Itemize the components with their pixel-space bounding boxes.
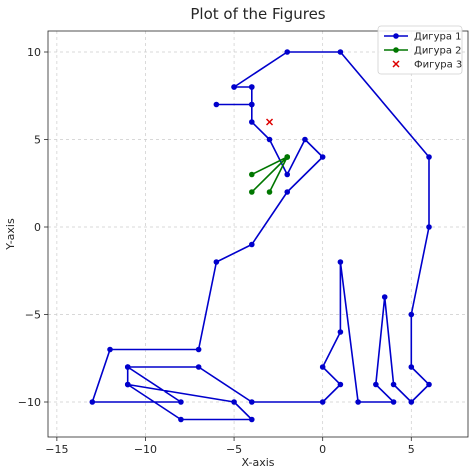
series-1-point	[178, 399, 184, 405]
x-tick-label: 5	[408, 443, 415, 456]
x-ticks: −15 −10 −5 0 5	[45, 437, 415, 456]
x-axis-label: X-axis	[242, 456, 275, 469]
series-1-point	[248, 101, 255, 108]
series-3-point	[265, 118, 274, 126]
series-2-point	[248, 189, 255, 195]
series-1-point	[337, 329, 344, 335]
series-1-point	[195, 346, 202, 353]
series-1-point	[284, 49, 291, 55]
series-1-point	[408, 364, 415, 370]
series-1-point	[124, 364, 131, 370]
series-1-line	[91, 51, 430, 421]
series-1-point	[337, 259, 344, 265]
series-3	[265, 118, 274, 126]
series-1-point	[355, 399, 361, 405]
x-tick-label: 0	[319, 443, 326, 456]
chart-title: Plot of the Figures	[190, 5, 325, 23]
plot-frame	[47, 30, 469, 438]
y-tick-label: 5	[34, 134, 41, 147]
x-tick-label: −10	[134, 443, 157, 456]
legend-label: Дигура 2	[414, 46, 462, 57]
series-1-point	[231, 84, 237, 90]
series-1-point	[337, 49, 344, 55]
legend-item: Фигура 3	[392, 60, 462, 71]
series-1-point	[319, 364, 326, 370]
series-2-point	[284, 154, 291, 160]
series-1-point	[373, 381, 379, 388]
legend-item: Дигура 2	[384, 46, 462, 57]
x-tick-label: −15	[45, 443, 68, 456]
series-1-point	[248, 399, 255, 405]
series-1-point	[213, 259, 220, 265]
series-1-point	[178, 416, 184, 423]
series-layer	[89, 49, 432, 423]
series-1-point	[231, 399, 237, 405]
legend-item: Дигура 1	[384, 32, 462, 43]
y-tick-label: 10	[27, 46, 41, 59]
series-2-point	[248, 171, 255, 178]
series-1	[89, 49, 432, 423]
series-1-point	[248, 416, 255, 423]
legend: Дигура 1 Дигура 2 Фигура 3	[377, 25, 463, 75]
series-1-point	[426, 224, 432, 230]
series-1-point	[284, 171, 291, 178]
y-tick-label: −5	[25, 309, 41, 322]
legend-label: Дигура 1	[414, 32, 462, 43]
series-1-point	[408, 311, 415, 318]
y-tick-label: −10	[18, 396, 41, 409]
series-1-point	[248, 119, 255, 125]
x-tick-label: −5	[226, 443, 242, 456]
series-1-point	[381, 294, 388, 300]
series-1-point	[302, 136, 308, 143]
series-1-point	[213, 101, 220, 108]
series-1-point	[248, 241, 255, 248]
y-ticks: −10 −5 0 5 10	[18, 46, 48, 409]
series-1-point	[195, 364, 202, 370]
series-1-point	[107, 346, 113, 353]
series-1-point	[426, 154, 432, 160]
series-2-point	[266, 189, 273, 195]
series-1-point	[319, 399, 326, 405]
series-2	[248, 154, 291, 195]
series-2-line	[251, 156, 288, 193]
series-1-point	[390, 381, 397, 388]
y-tick-label: 0	[34, 221, 41, 234]
series-1-point	[337, 381, 344, 388]
series-1-point	[266, 136, 273, 143]
series-1-point	[426, 381, 432, 388]
series-1-point	[248, 84, 255, 90]
y-axis-label: Y-axis	[4, 218, 17, 251]
legend-label: Фигура 3	[414, 60, 462, 71]
series-1-point	[408, 399, 415, 405]
series-1-point	[319, 154, 326, 160]
series-1-point	[390, 399, 397, 405]
series-1-point	[89, 399, 96, 405]
series-1-point	[124, 381, 131, 388]
series-1-point	[284, 189, 291, 195]
